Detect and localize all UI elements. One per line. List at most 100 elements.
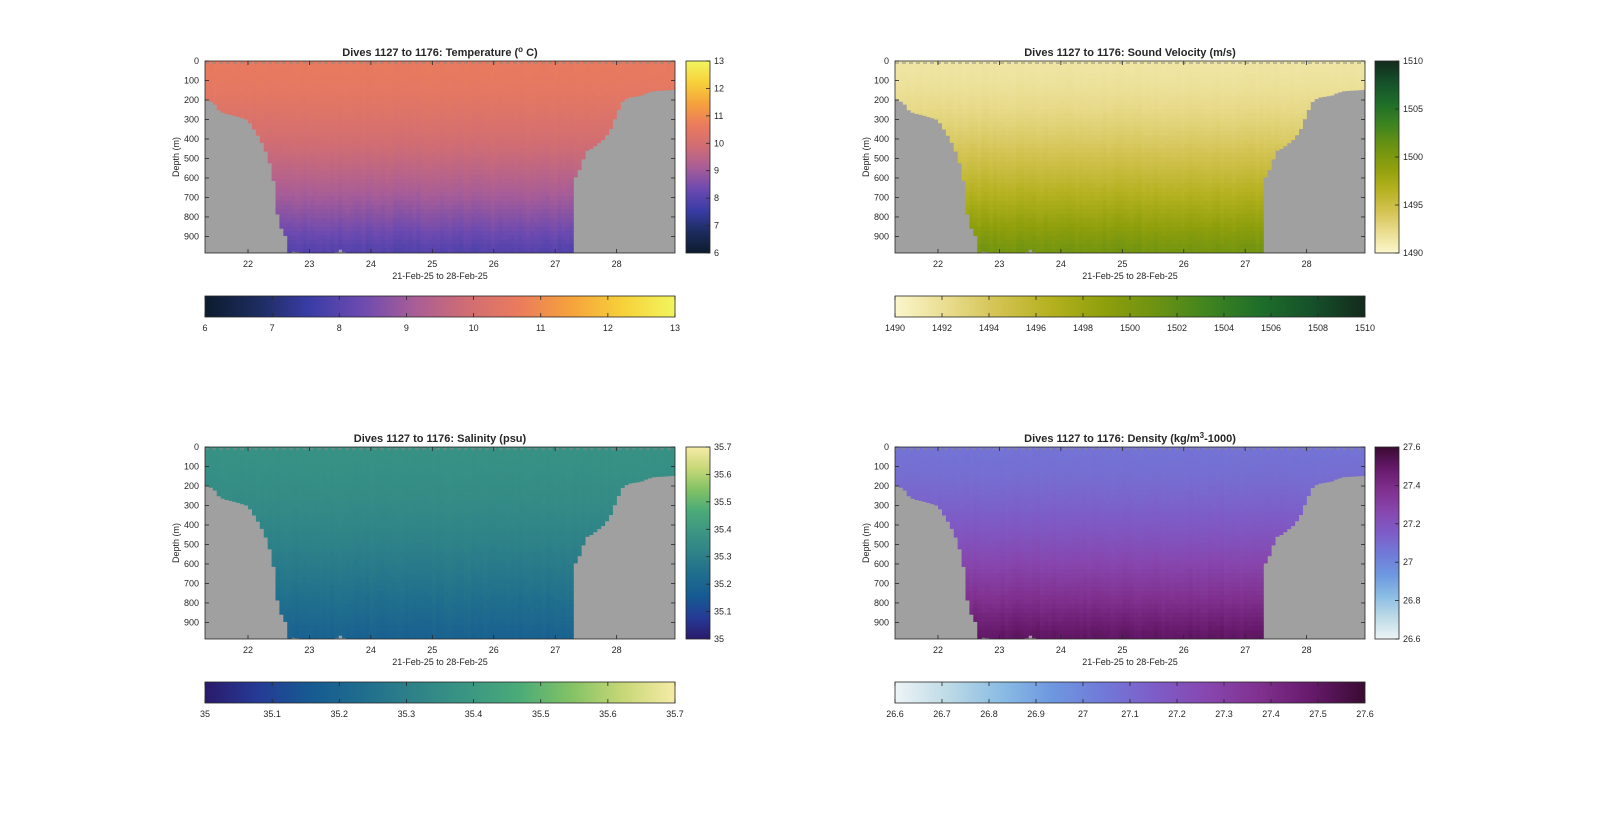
heatmap-cell bbox=[506, 109, 512, 114]
heatmap-cell bbox=[557, 139, 563, 145]
heatmap-cell bbox=[490, 205, 496, 210]
heatmap-cell bbox=[385, 222, 390, 228]
heatmap-cell bbox=[267, 78, 273, 84]
heatmap-cell bbox=[361, 122, 367, 128]
heatmap-cell bbox=[628, 95, 633, 98]
heatmap-cell bbox=[326, 196, 331, 202]
heatmap-cell bbox=[361, 209, 367, 215]
heatmap-cell bbox=[479, 178, 484, 184]
heatmap-cell bbox=[330, 187, 335, 193]
heatmap-cell bbox=[373, 178, 378, 184]
heatmap-cell bbox=[957, 104, 963, 110]
heatmap-cell bbox=[205, 78, 210, 84]
heatmap-cell bbox=[494, 109, 500, 114]
heatmap-cell bbox=[498, 218, 504, 224]
heatmap-cell bbox=[467, 165, 472, 171]
heatmap-cell bbox=[404, 78, 410, 84]
heatmap-cell bbox=[416, 231, 422, 237]
heatmap-cell bbox=[942, 117, 947, 123]
heatmap-cell bbox=[436, 157, 441, 162]
heatmap-cell bbox=[412, 143, 418, 149]
heatmap-cell bbox=[541, 74, 547, 80]
heatmap-cell bbox=[404, 126, 410, 132]
heatmap-cell bbox=[565, 100, 570, 106]
heatmap-cell bbox=[577, 135, 582, 141]
heatmap-cell bbox=[330, 122, 335, 128]
heatmap-cell bbox=[483, 191, 488, 197]
heatmap-cell bbox=[1004, 95, 1010, 101]
heatmap-cell bbox=[275, 78, 281, 84]
heatmap-cell bbox=[934, 109, 939, 114]
heatmap-cell bbox=[369, 113, 375, 119]
heatmap-cell bbox=[267, 126, 273, 132]
heatmap-cell bbox=[490, 222, 496, 228]
heatmap-cell bbox=[346, 100, 351, 106]
heatmap-cell bbox=[518, 74, 523, 80]
heatmap-cell bbox=[463, 143, 469, 149]
heatmap-cell bbox=[432, 244, 437, 250]
heatmap-cell bbox=[381, 139, 386, 145]
heatmap-cell bbox=[628, 74, 633, 80]
heatmap-cell bbox=[283, 231, 288, 236]
heatmap-cell bbox=[475, 82, 480, 88]
heatmap-cell bbox=[483, 178, 488, 184]
heatmap-cell bbox=[396, 248, 402, 253]
heatmap-cell bbox=[541, 104, 547, 110]
heatmap-cell bbox=[428, 226, 433, 232]
heatmap-cell bbox=[361, 157, 367, 162]
heatmap-cell bbox=[483, 244, 488, 250]
heatmap-cell bbox=[416, 95, 422, 101]
heatmap-cell bbox=[584, 139, 590, 145]
heatmap-cell bbox=[898, 91, 904, 97]
heatmap-cell bbox=[569, 65, 574, 71]
heatmap-cell bbox=[475, 122, 480, 128]
heatmap-cell bbox=[541, 152, 547, 158]
heatmap-cell bbox=[357, 222, 363, 228]
heatmap-cell bbox=[314, 205, 320, 210]
heatmap-cell bbox=[463, 130, 469, 136]
heatmap-cell bbox=[1000, 122, 1006, 128]
heatmap-cell bbox=[440, 187, 445, 193]
heatmap-cell bbox=[302, 130, 308, 136]
heatmap-cell bbox=[432, 130, 437, 136]
heatmap-cell bbox=[228, 78, 234, 84]
heatmap-cell bbox=[428, 165, 433, 171]
heatmap-cell bbox=[353, 178, 359, 184]
heatmap-cell bbox=[334, 178, 339, 184]
heatmap-cell bbox=[475, 130, 480, 136]
heatmap-cell bbox=[330, 152, 335, 158]
heatmap-cell bbox=[373, 191, 378, 197]
heatmap-cell bbox=[389, 161, 394, 167]
heatmap-cell bbox=[443, 174, 449, 180]
heatmap-cell bbox=[973, 170, 978, 176]
heatmap-cell bbox=[302, 109, 308, 114]
heatmap-cell bbox=[957, 109, 963, 114]
heatmap-cell bbox=[565, 196, 570, 202]
heatmap-cell bbox=[612, 117, 617, 120]
heatmap-cell bbox=[259, 74, 265, 80]
heatmap-cell bbox=[330, 161, 335, 167]
heatmap-cell bbox=[898, 78, 904, 84]
heatmap-cell bbox=[440, 117, 445, 123]
heatmap-cell bbox=[957, 139, 963, 145]
heatmap-cell bbox=[412, 178, 418, 184]
heatmap-cell bbox=[938, 69, 943, 75]
heatmap-cell bbox=[259, 135, 265, 141]
heatmap-cell bbox=[326, 235, 331, 241]
heatmap-cell bbox=[1000, 191, 1006, 197]
heatmap-cell bbox=[381, 213, 386, 219]
heatmap-cell bbox=[490, 91, 496, 97]
heatmap-cell bbox=[330, 91, 335, 97]
heatmap-cell bbox=[573, 122, 578, 128]
heatmap-cell bbox=[565, 152, 570, 158]
heatmap-cell bbox=[424, 74, 429, 80]
heatmap-cell bbox=[412, 113, 418, 119]
heatmap-cell bbox=[326, 100, 331, 106]
heatmap-cell bbox=[545, 239, 551, 245]
heatmap-cell bbox=[522, 187, 527, 193]
heatmap-cell bbox=[1020, 248, 1025, 253]
heatmap-cell bbox=[295, 104, 300, 110]
heatmap-cell bbox=[338, 117, 343, 123]
heatmap-cell bbox=[299, 130, 304, 136]
heatmap-cell bbox=[420, 148, 425, 154]
